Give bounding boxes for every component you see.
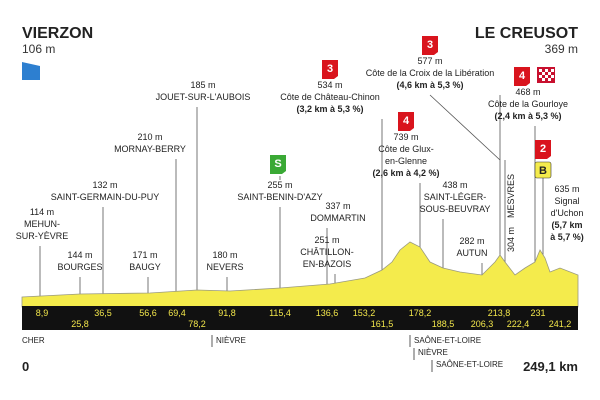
climb-name: Côte de la Gourloye — [488, 99, 568, 109]
kilometer-mark: 222,4 — [507, 319, 530, 329]
place-altitude: 171 m — [132, 250, 157, 260]
kilometer-mark: 78,2 — [188, 319, 206, 329]
place-name: JOUET-SUR-L'AUBOIS — [156, 92, 251, 102]
kilometer-mark: 213,8 — [488, 308, 511, 318]
climb-badge — [322, 60, 338, 79]
place-name: CHÂTILLON- — [300, 247, 354, 257]
place-name: MESVRES — [506, 174, 516, 218]
climb-stats: (2,4 km à 5,3 %) — [494, 111, 561, 121]
place-altitude: 210 m — [137, 132, 162, 142]
sprint-badge — [270, 155, 286, 174]
start-name: VIERZON — [22, 25, 93, 42]
kilometer-mark: 69,4 — [168, 308, 186, 318]
climb-name: d'Uchon — [551, 208, 584, 218]
climb-name: Côte de la Croix de la Libération — [366, 68, 495, 78]
kilometer-mark: 136,6 — [316, 308, 339, 318]
place-altitude: 304 m — [506, 227, 516, 252]
lead-line — [429, 94, 501, 161]
kilometer-mark: 25,8 — [71, 319, 89, 329]
department: CHER — [22, 336, 45, 345]
climb-name: Côte de Glux- — [378, 144, 434, 154]
kilometer-mark: 161,5 — [371, 319, 394, 329]
department: NIÈVRE — [216, 336, 246, 345]
place-name: SUR-YÈVRE — [16, 231, 69, 241]
place-altitude: 337 m — [325, 201, 350, 211]
place-altitude: 180 m — [212, 250, 237, 260]
climb-category: 4 — [403, 115, 410, 127]
start-flag — [22, 62, 40, 80]
place-altitude: 282 m — [459, 236, 484, 246]
place-altitude: 251 m — [314, 235, 339, 245]
climb-badge — [422, 36, 438, 55]
place-name: BAUGY — [129, 262, 161, 272]
kilometer-mark: 153,2 — [353, 308, 376, 318]
place-name: AUTUN — [457, 248, 488, 258]
place-name: SAINT-GERMAIN-DU-PUY — [51, 192, 160, 202]
start-altitude: 106 m — [22, 42, 55, 56]
sprint-label: S — [274, 158, 281, 170]
kilometer-mark: 206,3 — [471, 319, 494, 329]
place-altitude: 255 m — [267, 180, 292, 190]
distance-total: 249,1 km — [523, 359, 578, 374]
kilometer-mark: 241,2 — [549, 319, 572, 329]
kilometer-mark: 56,6 — [139, 308, 157, 318]
climb-altitude: 739 m — [393, 132, 418, 142]
place-name: MEHUN- — [24, 219, 60, 229]
climb-badge — [514, 67, 530, 86]
climb-category: 2 — [540, 143, 546, 155]
climb-category: 4 — [519, 70, 526, 82]
climb-stats: (4,6 km à 5,3 %) — [396, 80, 463, 90]
kilometer-mark: 8,9 — [36, 308, 49, 318]
climb-altitude: 577 m — [417, 56, 442, 66]
kilometer-bar — [22, 306, 578, 330]
place-name: SAINT-LÉGER- — [424, 192, 487, 202]
place-name: EN-BAZOIS — [303, 259, 352, 269]
climb-name: Côte de Château-Chinon — [280, 92, 380, 102]
climb-altitude: 468 m — [515, 87, 540, 97]
finish-flag — [537, 67, 555, 83]
place-name: SAINT-BENIN-D'AZY — [237, 192, 322, 202]
place-name: SOUS-BEUVRAY — [420, 204, 491, 214]
elevation-profile — [21, 241, 579, 308]
climb-name: en-Glenne — [385, 156, 427, 166]
kilometer-mark: 178,2 — [409, 308, 432, 318]
climb-stats: à 5,7 %) — [550, 232, 584, 242]
climb-category: 3 — [427, 39, 433, 51]
department: SAÔNE-ET-LOIRE — [414, 336, 481, 345]
climb-name: Signal — [554, 196, 579, 206]
kilometer-mark: 188,5 — [432, 319, 455, 329]
climb-altitude: 534 m — [317, 80, 342, 90]
climb-altitude: 635 m — [554, 184, 579, 194]
department: NIÈVRE — [418, 348, 448, 357]
place-name: BOURGES — [57, 262, 102, 272]
climb-stats: (2,6 km à 4,2 %) — [372, 168, 439, 178]
kilometer-mark: 91,8 — [218, 308, 236, 318]
bonus-badge — [534, 161, 552, 179]
place-name: DOMMARTIN — [310, 213, 365, 223]
climb-badge — [398, 112, 414, 131]
place-name: NEVERS — [206, 262, 243, 272]
department: SAÔNE-ET-LOIRE — [436, 360, 503, 369]
place-altitude: 185 m — [190, 80, 215, 90]
climb-category: 3 — [327, 63, 333, 75]
bonus-label: B — [539, 165, 547, 177]
climb-badge — [535, 140, 551, 159]
place-altitude: 132 m — [92, 180, 117, 190]
finish-altitude: 369 m — [545, 42, 578, 56]
distance-start: 0 — [22, 359, 29, 374]
place-altitude: 438 m — [442, 180, 467, 190]
department-divider — [211, 335, 433, 372]
place-altitude: 114 m — [30, 207, 54, 217]
kilometer-mark: 36,5 — [94, 308, 112, 318]
kilometer-mark: 231 — [530, 308, 545, 318]
place-altitude: 144 m — [67, 250, 92, 260]
place-name: MORNAY-BERRY — [114, 144, 186, 154]
kilometer-mark: 115,4 — [269, 308, 291, 318]
climb-stats: (3,2 km à 5,3 %) — [296, 104, 363, 114]
climb-stats: (5,7 km — [551, 220, 582, 230]
finish-name: LE CREUSOT — [475, 25, 578, 42]
